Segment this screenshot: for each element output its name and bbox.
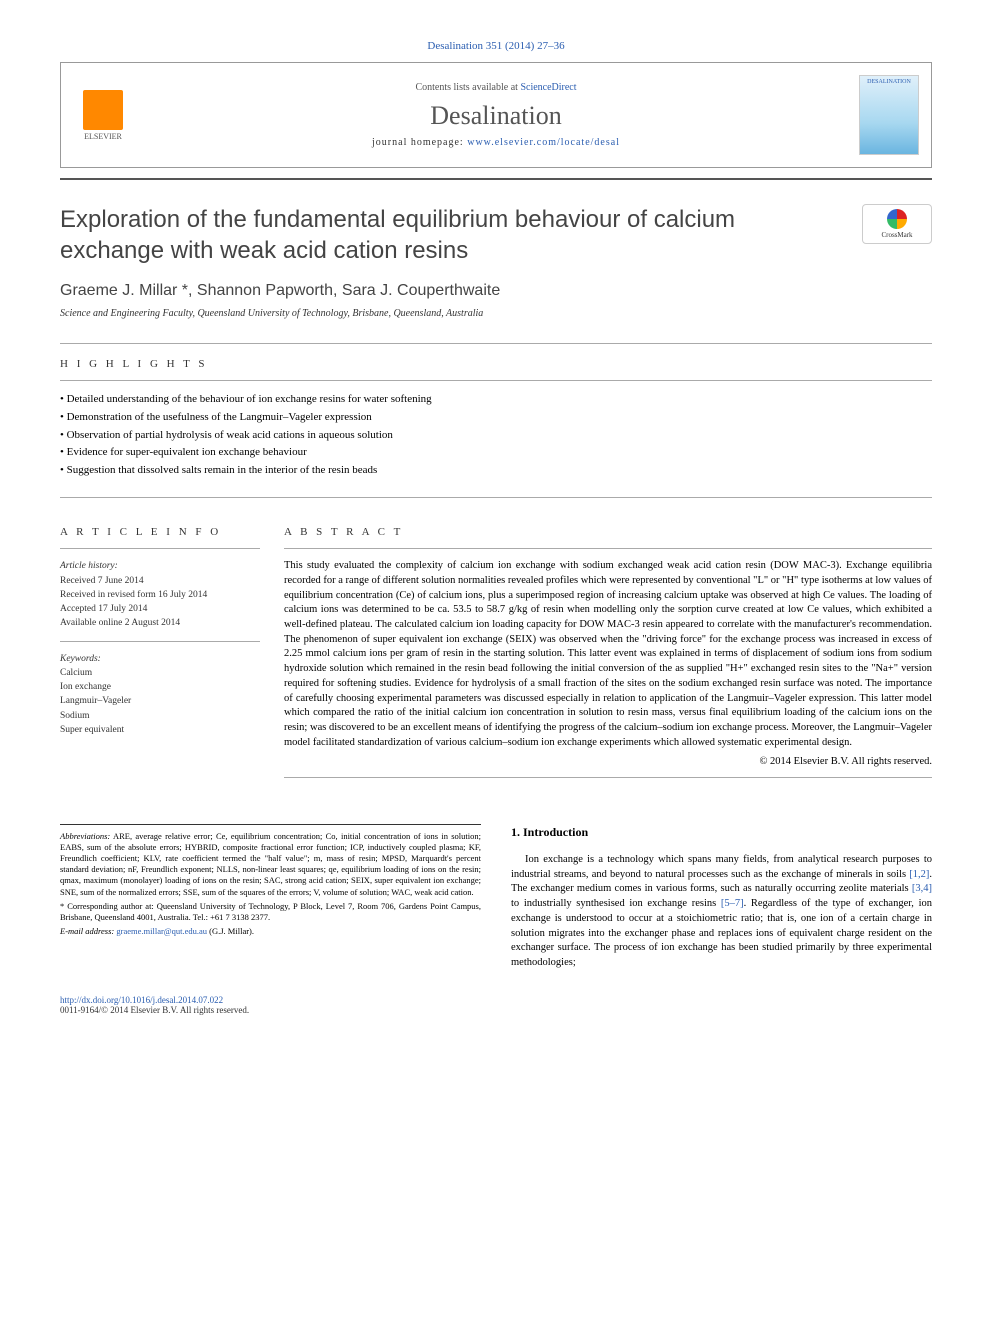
journal-homepage-text: journal homepage: www.elsevier.com/locat… <box>133 137 859 148</box>
highlights-label: H I G H L I G H T S <box>60 358 932 370</box>
elsevier-label: ELSEVIER <box>84 132 122 141</box>
keyword-item: Super equivalent <box>60 723 260 737</box>
crossmark-label: CrossMark <box>881 231 912 239</box>
keywords-label: Keywords: <box>60 652 260 666</box>
cover-label: DESALINATION <box>860 76 918 85</box>
contents-available-text: Contents lists available at ScienceDirec… <box>133 82 859 93</box>
doi-link[interactable]: http://dx.doi.org/10.1016/j.desal.2014.0… <box>60 995 223 1005</box>
sciencedirect-link[interactable]: ScienceDirect <box>520 82 576 93</box>
footer-block: http://dx.doi.org/10.1016/j.desal.2014.0… <box>60 995 932 1015</box>
journal-name: Desalination <box>133 101 859 131</box>
intro-text-a: Ion exchange is a technology which spans… <box>511 854 932 880</box>
highlight-item: Detailed understanding of the behaviour … <box>60 391 932 409</box>
footnotes: Abbreviations: ARE, average relative err… <box>60 824 481 936</box>
author-email-link[interactable]: graeme.millar@qut.edu.au <box>116 926 207 936</box>
intro-text-c: to industrially synthesised ion exchange… <box>511 898 721 909</box>
journal-cover-thumb: DESALINATION <box>859 75 919 155</box>
journal-header: ELSEVIER Contents lists available at Sci… <box>60 62 932 168</box>
keyword-item: Calcium <box>60 666 260 680</box>
article-title: Exploration of the fundamental equilibri… <box>60 204 862 266</box>
reference-link[interactable]: [5–7] <box>721 898 744 909</box>
article-history: Article history: Received 7 June 2014 Re… <box>60 559 260 630</box>
keyword-item: Ion exchange <box>60 680 260 694</box>
keyword-item: Langmuir–Vageler <box>60 694 260 708</box>
contents-prefix: Contents lists available at <box>415 82 520 93</box>
email-label: E-mail address: <box>60 926 116 936</box>
issn-copyright: 0011-9164/© 2014 Elsevier B.V. All right… <box>60 1005 932 1015</box>
email-suffix: (G.J. Millar). <box>207 926 254 936</box>
reference-link[interactable]: [3,4] <box>912 883 932 894</box>
copyright-text: © 2014 Elsevier B.V. All rights reserved… <box>284 756 932 767</box>
highlights-list: Detailed understanding of the behaviour … <box>60 391 932 479</box>
reference-link[interactable]: [1,2] <box>909 869 929 880</box>
authors-line: Graeme J. Millar *, Shannon Papworth, Sa… <box>60 282 932 300</box>
history-accepted: Accepted 17 July 2014 <box>60 602 260 616</box>
introduction-paragraph: Ion exchange is a technology which spans… <box>511 853 932 971</box>
introduction-heading: 1. Introduction <box>511 824 932 841</box>
highlight-item: Suggestion that dissolved salts remain i… <box>60 462 932 480</box>
highlight-item: Evidence for super-equivalent ion exchan… <box>60 444 932 462</box>
highlight-item: Observation of partial hydrolysis of wea… <box>60 427 932 445</box>
history-received: Received 7 June 2014 <box>60 574 260 588</box>
keyword-item: Sodium <box>60 709 260 723</box>
abstract-label: A B S T R A C T <box>284 526 932 538</box>
corresponding-author: * Corresponding author at: Queensland Un… <box>60 901 481 923</box>
abstract-text: This study evaluated the complexity of c… <box>284 559 932 750</box>
crossmark-badge[interactable]: CrossMark <box>862 204 932 244</box>
crossmark-icon <box>887 209 907 229</box>
affiliation: Science and Engineering Faculty, Queensl… <box>60 308 932 319</box>
citation-text: Desalination 351 (2014) 27–36 <box>60 40 932 52</box>
history-label: Article history: <box>60 559 260 573</box>
journal-homepage-link[interactable]: www.elsevier.com/locate/desal <box>467 137 620 148</box>
history-revised: Received in revised form 16 July 2014 <box>60 588 260 602</box>
abbrev-label: Abbreviations: <box>60 831 110 841</box>
highlight-item: Demonstration of the usefulness of the L… <box>60 409 932 427</box>
abbreviations-text: ARE, average relative error; Ce, equilib… <box>60 831 481 896</box>
keywords-block: Keywords: Calcium Ion exchange Langmuir–… <box>60 652 260 738</box>
article-info-label: A R T I C L E I N F O <box>60 526 260 538</box>
homepage-prefix: journal homepage: <box>372 137 467 148</box>
history-online: Available online 2 August 2014 <box>60 616 260 630</box>
elsevier-logo: ELSEVIER <box>73 85 133 145</box>
